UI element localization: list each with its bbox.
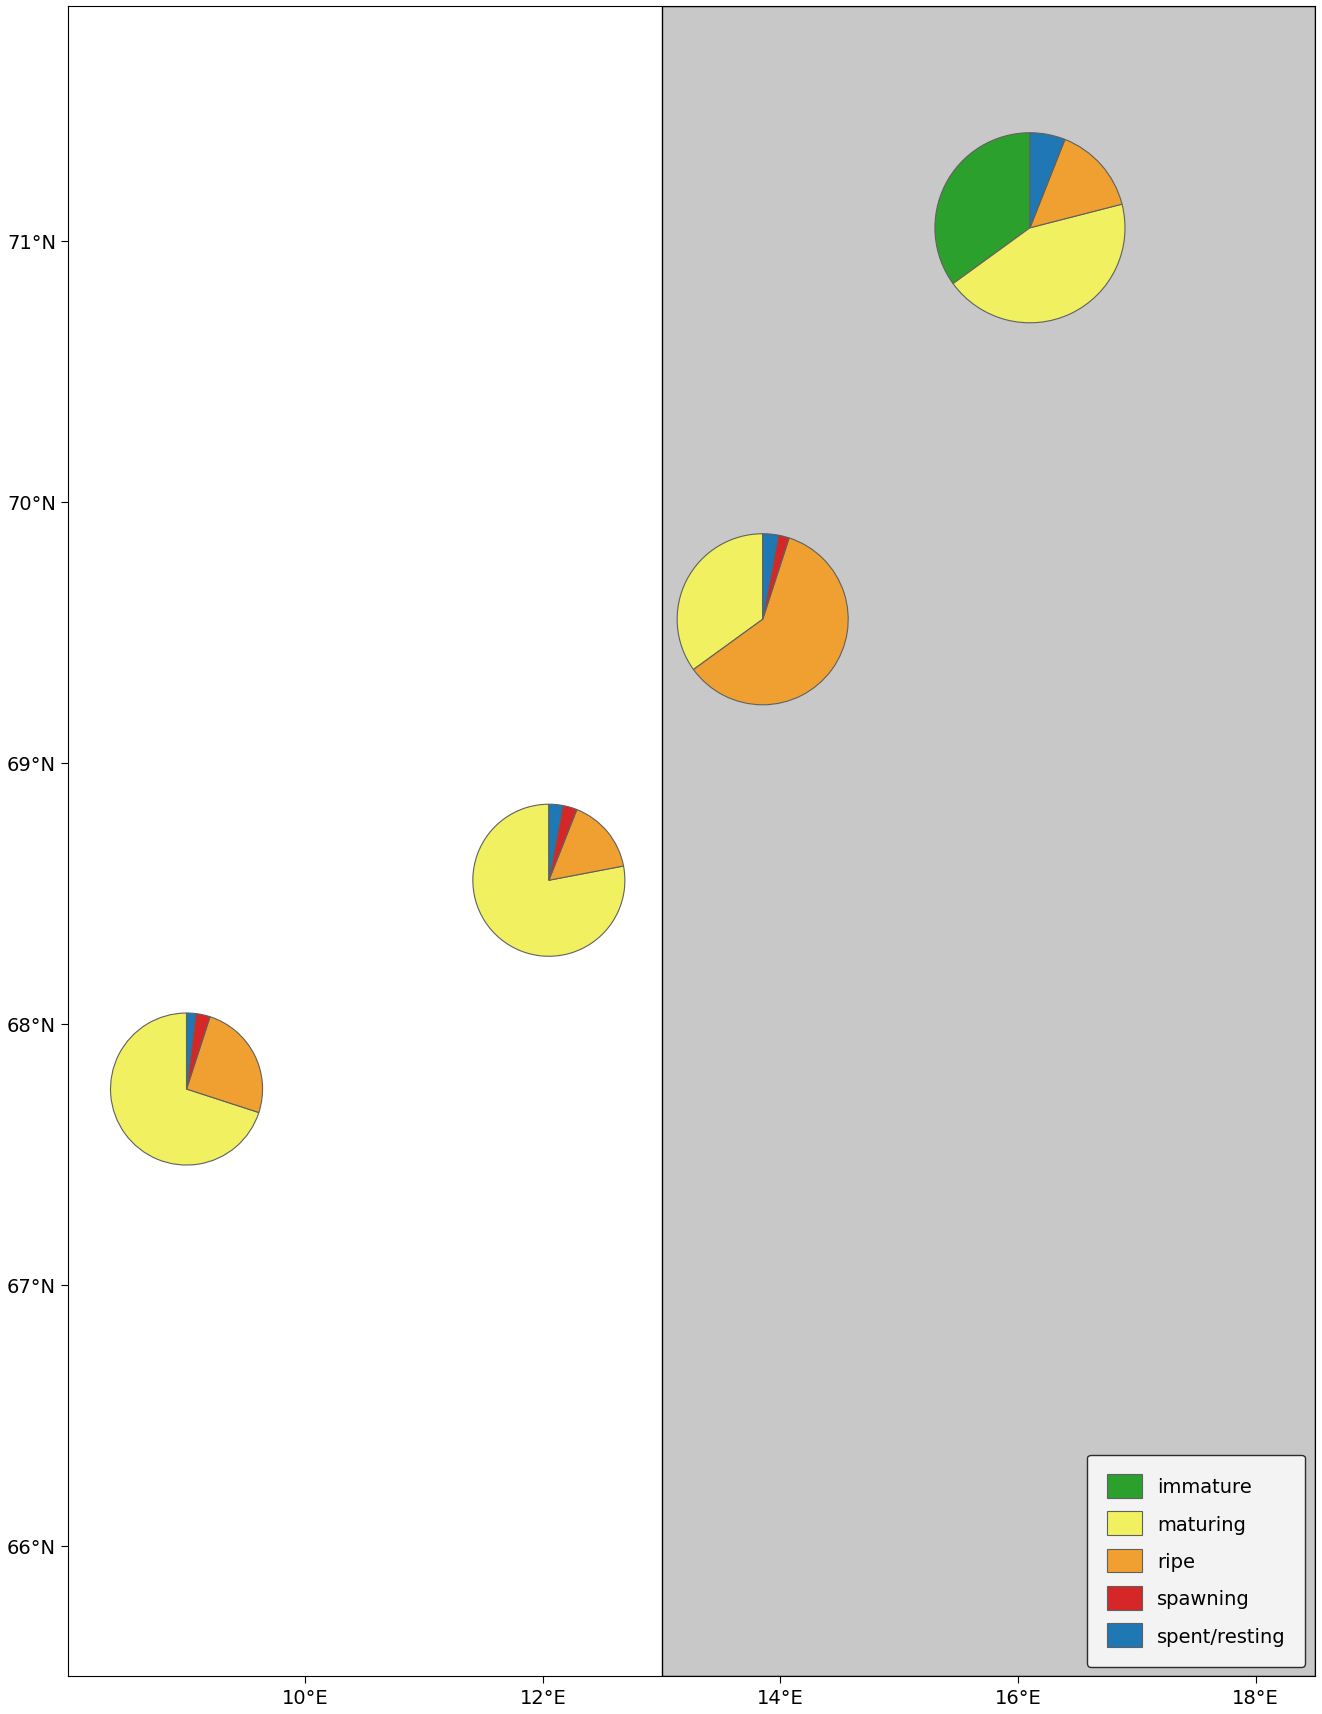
Legend: immature, maturing, ripe, spawning, spent/resting: immature, maturing, ripe, spawning, spen… bbox=[1087, 1455, 1305, 1666]
Bar bbox=[662, 7, 1315, 1676]
